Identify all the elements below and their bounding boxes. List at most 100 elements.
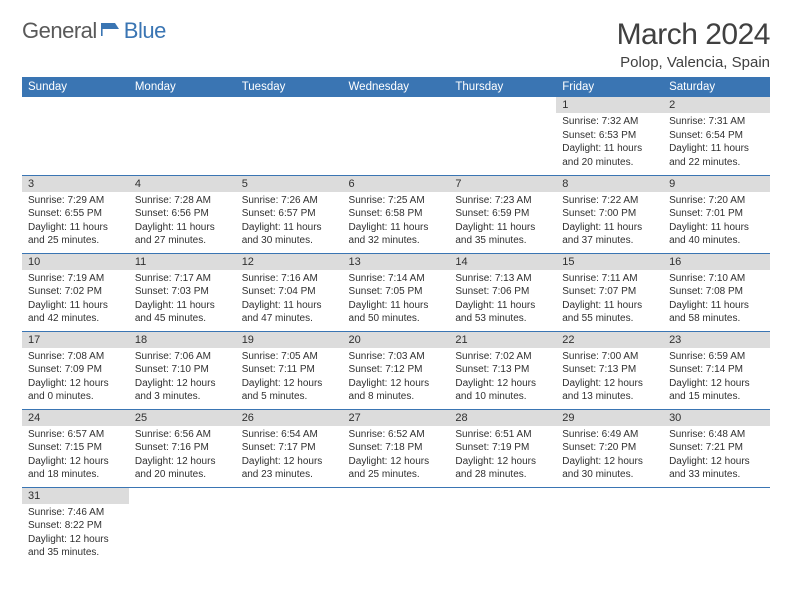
day-number: 25	[129, 410, 236, 426]
flag-icon	[101, 21, 121, 42]
calendar-cell: 13Sunrise: 7:14 AMSunset: 7:05 PMDayligh…	[343, 253, 450, 331]
calendar-body: 1Sunrise: 7:32 AMSunset: 6:53 PMDaylight…	[22, 97, 770, 565]
calendar-cell: 15Sunrise: 7:11 AMSunset: 7:07 PMDayligh…	[556, 253, 663, 331]
day-number: 6	[343, 176, 450, 192]
day-number: 13	[343, 254, 450, 270]
calendar-cell: 1Sunrise: 7:32 AMSunset: 6:53 PMDaylight…	[556, 97, 663, 175]
calendar-cell	[343, 97, 450, 175]
day-details: Sunrise: 7:31 AMSunset: 6:54 PMDaylight:…	[663, 113, 770, 173]
day-number: 4	[129, 176, 236, 192]
calendar-cell	[129, 487, 236, 565]
logo-text-blue: Blue	[124, 18, 166, 44]
day-number: 15	[556, 254, 663, 270]
day-number: 17	[22, 332, 129, 348]
calendar-cell	[129, 97, 236, 175]
col-sunday: Sunday	[22, 77, 129, 97]
day-details: Sunrise: 7:23 AMSunset: 6:59 PMDaylight:…	[449, 192, 556, 252]
calendar-cell	[236, 97, 343, 175]
calendar-cell: 30Sunrise: 6:48 AMSunset: 7:21 PMDayligh…	[663, 409, 770, 487]
title-block: March 2024 Polop, Valencia, Spain	[617, 18, 770, 71]
header: General Blue March 2024 Polop, Valencia,…	[22, 18, 770, 71]
calendar-cell: 27Sunrise: 6:52 AMSunset: 7:18 PMDayligh…	[343, 409, 450, 487]
col-wednesday: Wednesday	[343, 77, 450, 97]
calendar-cell	[343, 487, 450, 565]
calendar-cell	[22, 97, 129, 175]
day-number: 27	[343, 410, 450, 426]
day-number: 22	[556, 332, 663, 348]
calendar-row: 1Sunrise: 7:32 AMSunset: 6:53 PMDaylight…	[22, 97, 770, 175]
day-details: Sunrise: 6:57 AMSunset: 7:15 PMDaylight:…	[22, 426, 129, 486]
day-number: 21	[449, 332, 556, 348]
calendar-cell: 7Sunrise: 7:23 AMSunset: 6:59 PMDaylight…	[449, 175, 556, 253]
calendar-cell: 9Sunrise: 7:20 AMSunset: 7:01 PMDaylight…	[663, 175, 770, 253]
day-number: 24	[22, 410, 129, 426]
calendar-cell	[236, 487, 343, 565]
day-details: Sunrise: 7:03 AMSunset: 7:12 PMDaylight:…	[343, 348, 450, 408]
calendar-cell: 18Sunrise: 7:06 AMSunset: 7:10 PMDayligh…	[129, 331, 236, 409]
day-details: Sunrise: 7:28 AMSunset: 6:56 PMDaylight:…	[129, 192, 236, 252]
day-number: 12	[236, 254, 343, 270]
calendar-cell: 8Sunrise: 7:22 AMSunset: 7:00 PMDaylight…	[556, 175, 663, 253]
calendar-cell: 26Sunrise: 6:54 AMSunset: 7:17 PMDayligh…	[236, 409, 343, 487]
calendar-cell: 6Sunrise: 7:25 AMSunset: 6:58 PMDaylight…	[343, 175, 450, 253]
calendar-cell: 17Sunrise: 7:08 AMSunset: 7:09 PMDayligh…	[22, 331, 129, 409]
day-number: 1	[556, 97, 663, 113]
day-number: 8	[556, 176, 663, 192]
calendar-cell: 12Sunrise: 7:16 AMSunset: 7:04 PMDayligh…	[236, 253, 343, 331]
page-title: March 2024	[617, 18, 770, 52]
day-details: Sunrise: 7:20 AMSunset: 7:01 PMDaylight:…	[663, 192, 770, 252]
day-details: Sunrise: 7:16 AMSunset: 7:04 PMDaylight:…	[236, 270, 343, 330]
day-number: 7	[449, 176, 556, 192]
calendar-cell: 22Sunrise: 7:00 AMSunset: 7:13 PMDayligh…	[556, 331, 663, 409]
day-details: Sunrise: 7:19 AMSunset: 7:02 PMDaylight:…	[22, 270, 129, 330]
day-number: 3	[22, 176, 129, 192]
day-number: 16	[663, 254, 770, 270]
calendar-cell: 21Sunrise: 7:02 AMSunset: 7:13 PMDayligh…	[449, 331, 556, 409]
day-details: Sunrise: 7:22 AMSunset: 7:00 PMDaylight:…	[556, 192, 663, 252]
day-number: 23	[663, 332, 770, 348]
day-details: Sunrise: 7:13 AMSunset: 7:06 PMDaylight:…	[449, 270, 556, 330]
calendar-cell: 28Sunrise: 6:51 AMSunset: 7:19 PMDayligh…	[449, 409, 556, 487]
calendar-cell: 5Sunrise: 7:26 AMSunset: 6:57 PMDaylight…	[236, 175, 343, 253]
calendar-cell: 23Sunrise: 6:59 AMSunset: 7:14 PMDayligh…	[663, 331, 770, 409]
calendar-cell: 19Sunrise: 7:05 AMSunset: 7:11 PMDayligh…	[236, 331, 343, 409]
day-details: Sunrise: 7:14 AMSunset: 7:05 PMDaylight:…	[343, 270, 450, 330]
day-details: Sunrise: 7:10 AMSunset: 7:08 PMDaylight:…	[663, 270, 770, 330]
day-details: Sunrise: 7:11 AMSunset: 7:07 PMDaylight:…	[556, 270, 663, 330]
location-subtitle: Polop, Valencia, Spain	[617, 54, 770, 71]
calendar-row: 24Sunrise: 6:57 AMSunset: 7:15 PMDayligh…	[22, 409, 770, 487]
day-number: 28	[449, 410, 556, 426]
calendar-cell	[556, 487, 663, 565]
calendar-cell: 11Sunrise: 7:17 AMSunset: 7:03 PMDayligh…	[129, 253, 236, 331]
day-details: Sunrise: 7:17 AMSunset: 7:03 PMDaylight:…	[129, 270, 236, 330]
day-details: Sunrise: 7:46 AMSunset: 8:22 PMDaylight:…	[22, 504, 129, 564]
calendar-row: 10Sunrise: 7:19 AMSunset: 7:02 PMDayligh…	[22, 253, 770, 331]
day-number: 18	[129, 332, 236, 348]
calendar-row: 3Sunrise: 7:29 AMSunset: 6:55 PMDaylight…	[22, 175, 770, 253]
day-details: Sunrise: 7:00 AMSunset: 7:13 PMDaylight:…	[556, 348, 663, 408]
calendar-cell: 4Sunrise: 7:28 AMSunset: 6:56 PMDaylight…	[129, 175, 236, 253]
calendar-row: 31Sunrise: 7:46 AMSunset: 8:22 PMDayligh…	[22, 487, 770, 565]
day-details: Sunrise: 6:49 AMSunset: 7:20 PMDaylight:…	[556, 426, 663, 486]
day-details: Sunrise: 6:56 AMSunset: 7:16 PMDaylight:…	[129, 426, 236, 486]
calendar-cell: 16Sunrise: 7:10 AMSunset: 7:08 PMDayligh…	[663, 253, 770, 331]
day-number: 26	[236, 410, 343, 426]
logo: General Blue	[22, 18, 166, 44]
day-details: Sunrise: 7:08 AMSunset: 7:09 PMDaylight:…	[22, 348, 129, 408]
day-details: Sunrise: 6:52 AMSunset: 7:18 PMDaylight:…	[343, 426, 450, 486]
col-tuesday: Tuesday	[236, 77, 343, 97]
calendar-cell: 10Sunrise: 7:19 AMSunset: 7:02 PMDayligh…	[22, 253, 129, 331]
day-details: Sunrise: 6:51 AMSunset: 7:19 PMDaylight:…	[449, 426, 556, 486]
calendar-cell: 2Sunrise: 7:31 AMSunset: 6:54 PMDaylight…	[663, 97, 770, 175]
calendar-cell: 29Sunrise: 6:49 AMSunset: 7:20 PMDayligh…	[556, 409, 663, 487]
day-number: 19	[236, 332, 343, 348]
day-details: Sunrise: 7:29 AMSunset: 6:55 PMDaylight:…	[22, 192, 129, 252]
calendar-cell: 3Sunrise: 7:29 AMSunset: 6:55 PMDaylight…	[22, 175, 129, 253]
day-number: 5	[236, 176, 343, 192]
calendar-cell: 25Sunrise: 6:56 AMSunset: 7:16 PMDayligh…	[129, 409, 236, 487]
day-number: 9	[663, 176, 770, 192]
calendar-cell	[449, 97, 556, 175]
calendar-cell	[663, 487, 770, 565]
calendar-table: Sunday Monday Tuesday Wednesday Thursday…	[22, 77, 770, 565]
day-details: Sunrise: 7:06 AMSunset: 7:10 PMDaylight:…	[129, 348, 236, 408]
